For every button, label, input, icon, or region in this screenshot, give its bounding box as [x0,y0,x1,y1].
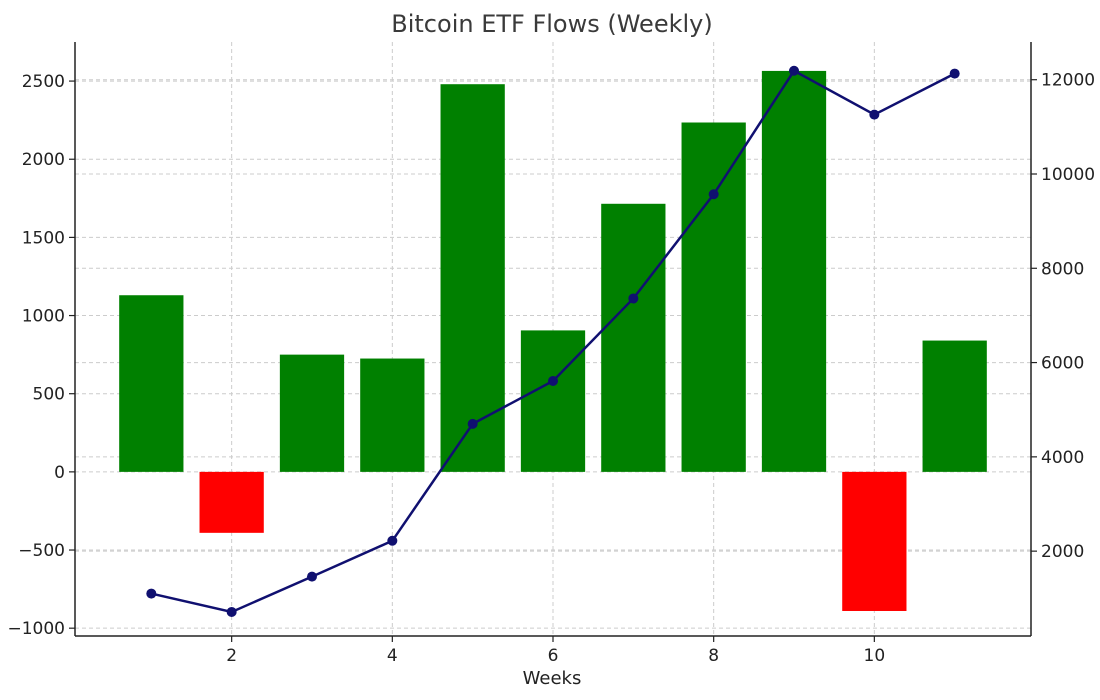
y-tick-label: 500 [33,385,65,405]
x-tick-label: 2 [226,646,237,666]
tick-labels: 2 4 6 8 10 −1000 −500 0 500 1000 1500 2000 2500 2000 4… [7,71,1095,666]
bar [761,70,827,472]
y-tick-label: 0 [54,463,65,483]
y-tick-label: −500 [18,541,65,561]
y2-tick-label: 8000 [1041,259,1084,279]
line-point [949,68,960,79]
bar [601,203,666,472]
x-tick-label: 8 [708,646,719,666]
y-tick-label: 2000 [22,150,65,170]
bar [440,84,505,472]
bar [119,295,184,472]
bar [199,471,264,533]
line-point [628,293,639,304]
bar [842,471,907,611]
line-series [146,65,960,617]
y-tick-label: 1500 [22,228,65,248]
x-tick-label: 10 [864,646,886,666]
bar [520,330,586,472]
line-point [226,606,237,617]
y-tick-label: 1000 [22,307,65,327]
y-tick-label: 2500 [22,72,65,92]
line-point [387,535,398,546]
line-point [146,588,157,599]
x-tick-label: 6 [548,646,559,666]
bar [681,122,746,472]
y-tick-label: −1000 [7,619,65,639]
y2-tick-label: 10000 [1041,165,1095,185]
line-point [467,418,478,429]
bar [922,340,987,472]
line-point [708,189,719,200]
bar [279,354,345,472]
line-point [548,375,558,386]
y2-tick-label: 6000 [1041,354,1084,374]
line-point [869,109,880,120]
line-point [789,65,800,76]
y2-tick-label: 2000 [1041,542,1084,562]
bar [360,358,425,472]
y2-tick-label: 4000 [1041,448,1084,468]
line-point [306,571,317,582]
chart-title: Bitcoin ETF Flows (Weekly) [391,10,712,38]
bar-series [119,70,987,611]
x-axis-label: Weeks [523,668,582,689]
x-tick-label: 4 [387,646,398,666]
y2-tick-label: 12000 [1041,71,1095,91]
